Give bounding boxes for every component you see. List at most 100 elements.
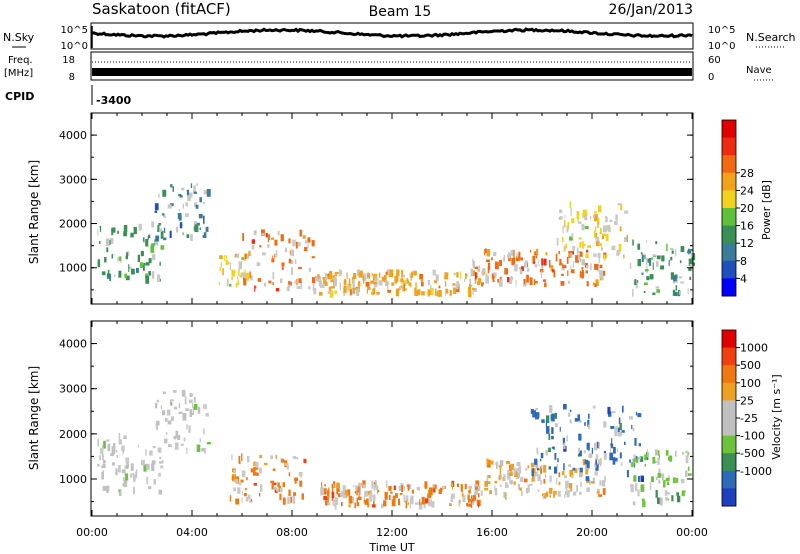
velocity-echo-cell: [328, 487, 330, 492]
velocity-echo-cell: [246, 477, 248, 481]
power-echo-cell: [472, 260, 475, 269]
velocity-echo-cell: [569, 409, 572, 412]
power-echo-cell: [494, 261, 499, 270]
power-echo-cell: [343, 285, 347, 293]
velocity-echo-cell: [160, 405, 163, 410]
velocity-echo-cell: [608, 411, 612, 417]
power-echo-cell: [178, 194, 182, 197]
velocity-echo-cell: [241, 453, 243, 461]
velocity-echo-cell: [444, 485, 446, 489]
power-echo-cell: [410, 272, 412, 281]
power-echo-cell: [559, 216, 563, 220]
freq-label: Freq.: [8, 55, 33, 66]
power-colorbar-segment: [722, 225, 736, 244]
power-echo-cell: [645, 257, 648, 265]
power-echo-cell: [334, 274, 338, 277]
velocity-echo-cell: [609, 452, 614, 461]
velocity-echo-cell: [184, 396, 187, 405]
power-echo-cell: [593, 253, 597, 257]
power-echo-cell: [406, 278, 409, 281]
velocity-echo-cell: [658, 479, 661, 484]
power-echo-cell: [632, 288, 634, 297]
power-echo-cell: [516, 256, 520, 262]
velocity-echo-cell: [136, 469, 138, 473]
power-echo-cell: [413, 271, 417, 276]
velocity-echo-cell: [162, 391, 166, 394]
velocity-echo-cell: [551, 435, 554, 440]
velocity-echo-cell: [158, 489, 163, 495]
velocity-echo-cell: [552, 446, 555, 450]
velocity-echo-cell: [687, 451, 689, 456]
power-echo-cell: [205, 226, 209, 232]
power-echo-cell: [632, 239, 634, 246]
velocity-echo-cell: [619, 423, 622, 431]
velocity-echo-cell: [164, 438, 168, 444]
velocity-echo-cell: [143, 464, 147, 472]
velocity-echo-cell: [173, 390, 177, 393]
velocity-echo-cell: [587, 419, 590, 427]
velocity-echo-cell: [665, 477, 670, 482]
velocity-echo-cell: [573, 491, 577, 496]
power-echo-cell: [549, 260, 551, 268]
power-echo-cell: [408, 282, 412, 287]
velocity-echo-cell: [464, 483, 467, 490]
velocity-echo-cell: [158, 461, 163, 464]
velocity-echo-cell: [523, 478, 528, 483]
velocity-echo-cell: [461, 492, 464, 497]
velocity-echo-cell: [123, 435, 127, 439]
power-echo-cell: [137, 254, 140, 263]
power-echo-cell: [689, 276, 692, 280]
power-echo-cell: [286, 286, 290, 291]
power-echo-cell: [291, 267, 293, 275]
power-echo-cell: [148, 234, 151, 238]
power-echo-cell: [566, 225, 569, 233]
power-echo-cell: [145, 273, 148, 278]
power-echo-cell: [225, 255, 228, 259]
velocity-colorbar-label: Velocity [m s⁻¹]: [770, 374, 783, 459]
velocity-echo-cell: [584, 422, 586, 426]
power-echo-cell: [672, 289, 676, 296]
velocity-echo-cell: [151, 463, 155, 472]
velocity-echo-cell: [119, 489, 122, 496]
velocity-echo-cell: [589, 480, 591, 485]
velocity-echo-cell: [292, 496, 296, 504]
power-echo-cell: [158, 223, 161, 226]
power-echo-cell: [157, 225, 160, 232]
velocity-echo-cell: [334, 497, 338, 505]
velocity-echo-cell: [137, 445, 139, 448]
velocity-echo-cell: [634, 462, 636, 468]
velocity-echo-cell: [363, 484, 366, 489]
velocity-echo-cell: [192, 407, 195, 414]
velocity-echo-cell: [531, 468, 534, 477]
power-echo-cell: [328, 286, 332, 291]
velocity-echo-cell: [231, 476, 234, 480]
power-echo-cell: [485, 273, 488, 278]
velocity-axes: 1000 2000 3000 4000: [59, 320, 693, 516]
power-echo-cell: [635, 283, 638, 289]
station-title: Saskatoon (fitACF): [92, 0, 231, 18]
velocity-echo-cell: [535, 408, 538, 411]
power-echo-cell: [357, 281, 361, 287]
velocity-echo-cell: [578, 470, 583, 478]
velocity-ytick-label: 2000: [59, 428, 87, 441]
power-echo-cell: [586, 281, 589, 287]
velocity-echo-cell: [525, 468, 528, 471]
power-echo-cell: [568, 252, 571, 258]
nsky-right-tick-bottom: 10^0: [708, 41, 735, 52]
velocity-echo-cell: [367, 503, 370, 508]
velocity-echo-cell: [293, 492, 297, 496]
velocity-echo-cell: [646, 449, 648, 458]
freq-right-tick-bottom: 0: [708, 72, 714, 83]
velocity-echo-cell: [484, 481, 488, 487]
power-echo-cell: [563, 245, 566, 251]
velocity-echo-cell: [377, 489, 380, 493]
power-echo-cell: [605, 254, 608, 258]
velocity-echo-cell: [685, 470, 688, 477]
velocity-echo-cell: [369, 489, 373, 496]
velocity-echo-cell: [655, 489, 658, 498]
power-echo-cell: [453, 287, 457, 294]
power-echo-cell: [199, 197, 202, 203]
power-echo-cell: [472, 258, 474, 266]
power-echo-cell: [130, 268, 135, 275]
power-echo-cell: [599, 264, 603, 269]
